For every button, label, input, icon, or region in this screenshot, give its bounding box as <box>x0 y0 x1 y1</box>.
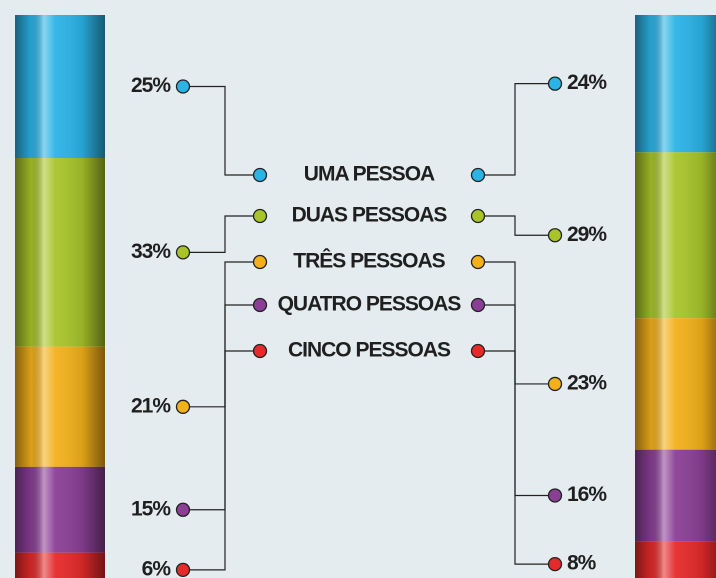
connector <box>183 85 260 176</box>
connector <box>478 350 555 565</box>
value-label: 24% <box>567 71 607 94</box>
dot <box>547 556 563 572</box>
dot <box>252 343 268 359</box>
bar-shade <box>635 152 716 319</box>
dot <box>252 297 268 313</box>
bar-shade <box>15 552 105 578</box>
connector <box>478 261 555 385</box>
connector <box>183 350 260 571</box>
connector <box>183 215 260 253</box>
dot <box>547 376 563 392</box>
dot <box>252 167 268 183</box>
dot <box>470 254 486 270</box>
connector <box>478 304 555 497</box>
connector <box>478 83 555 176</box>
value-label: 8% <box>567 552 597 575</box>
category-label: DUAS PESSOAS <box>292 204 448 227</box>
dot <box>175 399 191 414</box>
value-label: 15% <box>131 497 171 520</box>
category-label: QUATRO PESSOAS <box>278 293 462 316</box>
value-label: 29% <box>567 223 607 246</box>
value-label: 21% <box>131 394 171 417</box>
connector <box>478 215 555 236</box>
dot <box>470 343 486 359</box>
bar-shade <box>15 158 105 347</box>
bar-shade <box>635 449 716 542</box>
bar-shade <box>635 318 716 450</box>
dot <box>470 167 486 183</box>
value-label: 16% <box>567 483 607 506</box>
bar-shade <box>15 466 105 553</box>
dot <box>547 488 563 503</box>
category-label: UMA PESSOA <box>304 163 435 186</box>
category-label: TRÊS PESSOAS <box>293 249 445 273</box>
dot <box>175 562 191 577</box>
category-label: CINCO PESSOAS <box>288 339 451 362</box>
dot <box>252 254 268 270</box>
bar-shade <box>15 346 105 467</box>
dot <box>252 208 268 224</box>
bar-shade <box>15 15 105 158</box>
dot <box>470 208 486 224</box>
dot <box>175 502 191 517</box>
dot <box>470 297 486 313</box>
dot <box>175 245 191 260</box>
value-label: 33% <box>131 240 171 263</box>
dot <box>547 228 563 243</box>
dot <box>175 79 191 94</box>
dot <box>547 76 563 91</box>
bar-shade <box>635 15 716 153</box>
value-label: 25% <box>131 74 171 97</box>
value-label: 6% <box>142 557 172 578</box>
connector <box>183 261 260 408</box>
bar-shade <box>635 541 716 578</box>
value-label: 23% <box>567 371 607 394</box>
